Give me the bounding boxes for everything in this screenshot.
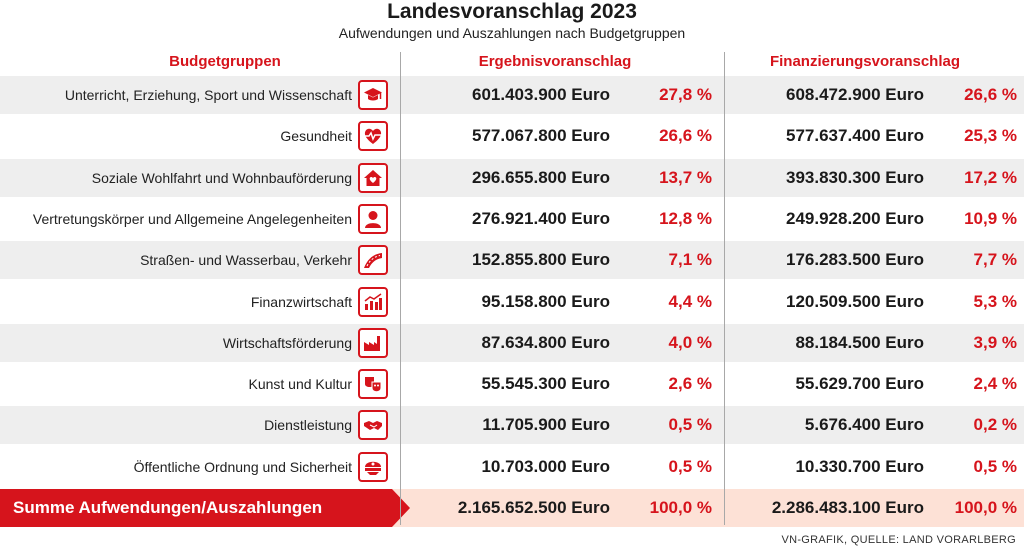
category-label: Öffentliche Ordnung und Sicherheit — [133, 458, 352, 475]
finanzierung-value: 577.637.400 Euro — [786, 126, 924, 146]
category-label: Straßen- und Wasserbau, Verkehr — [140, 252, 352, 269]
total-ergebnis-pct: 100,0 % — [649, 498, 712, 517]
ergebnis-percent: 27,8 % — [659, 85, 712, 104]
table-row: Straßen- und Wasserbau, Verkehr 152.855.8… — [0, 241, 1024, 280]
column-divider — [724, 52, 725, 525]
table-row: Wirtschaftsförderung 87.634.800 Euro 4,0 %… — [0, 323, 1024, 362]
chart-growth-icon — [358, 286, 388, 317]
finanzierung-value: 249.928.200 Euro — [786, 208, 924, 228]
finanzierung-percent: 0,2 % — [973, 415, 1017, 435]
table-row: Finanzwirtschaft 95.158.800 Euro 4,4 % 120.… — [0, 283, 1024, 321]
total-finanzierung-pct: 100,0 % — [954, 498, 1017, 517]
column-header-budgetgruppen: Budgetgruppen — [169, 53, 281, 70]
finanzierung-value: 176.283.500 Euro — [786, 250, 924, 270]
total-finanzierung-value: 2.286.483.100 Euro — [771, 498, 924, 517]
total-label-banner: Summe Aufwendungen/Auszahlungen — [0, 489, 410, 527]
finanzierung-value: 608.472.900 Euro — [786, 85, 924, 104]
table-row: Kunst und Kultur 55.545.300 Euro 2,6 % 55.6… — [0, 365, 1024, 403]
finanzierung-percent: 3,9 % — [973, 332, 1017, 352]
page-subtitle: Aufwendungen und Auszahlungen nach Budge… — [338, 25, 686, 41]
column-divider — [400, 52, 401, 525]
total-ergebnis-value: 2.165.652.500 Euro — [457, 498, 610, 517]
ergebnis-value: 87.634.800 Euro — [481, 332, 610, 352]
category-label: Vertretungskörper und Allgemeine Angeleg… — [32, 210, 352, 227]
column-header-finanzierung: Finanzierungsvoranschlag — [769, 53, 961, 70]
finanzierung-percent: 17,2 % — [964, 167, 1017, 187]
ergebnis-percent: 7,1 % — [668, 250, 712, 270]
category-label: Kunst und Kultur — [248, 376, 352, 393]
finanzierung-value: 393.830.300 Euro — [786, 167, 924, 187]
graduation-cap-icon — [358, 80, 388, 110]
ergebnis-percent: 0,5 % — [668, 415, 712, 435]
theater-masks-icon — [358, 369, 388, 400]
finanzierung-percent: 25,3 % — [964, 126, 1017, 146]
house-heart-icon — [358, 162, 388, 193]
total-label: Summe Aufwendungen/Auszahlungen — [13, 498, 323, 517]
ergebnis-value: 296.655.800 Euro — [472, 167, 610, 187]
source-credit: VN-GRAFIK, QUELLE: LAND VORARLBERG — [781, 534, 1016, 546]
column-header-ergebnis: Ergebnisvoranschlag — [478, 53, 632, 70]
ergebnis-percent: 13,7 % — [659, 167, 712, 187]
finanzierung-percent: 7,7 % — [973, 250, 1017, 270]
table-row: Dienstleistung 11.705.900 Euro 0,5 % 5.676.… — [0, 406, 1024, 445]
ergebnis-value: 601.403.900 Euro — [472, 85, 610, 104]
ergebnis-percent: 26,6 % — [659, 126, 712, 146]
ergebnis-value: 11.705.900 Euro — [482, 415, 610, 435]
finanzierung-value: 10.330.700 Euro — [795, 456, 924, 476]
ergebnis-percent: 0,5 % — [668, 456, 712, 476]
ergebnis-percent: 2,6 % — [668, 374, 712, 394]
finanzierung-percent: 5,3 % — [973, 291, 1017, 311]
ergebnis-value: 577.067.800 Euro — [472, 126, 610, 146]
handshake-icon — [358, 410, 388, 441]
finanzierung-percent: 2,4 % — [973, 374, 1017, 394]
finanzierung-percent: 26,6 % — [964, 85, 1017, 104]
table-row: Vertretungskörper und Allgemeine Angeleg… — [0, 200, 1024, 238]
ergebnis-value: 276.921.400 Euro — [472, 208, 610, 228]
category-label: Wirtschaftsförderung — [222, 334, 352, 351]
table-row: Öffentliche Ordnung und Sicherheit 10.703… — [0, 448, 1024, 486]
finanzierung-value: 55.629.700 Euro — [795, 374, 924, 394]
category-label: Gesundheit — [280, 128, 352, 145]
road-icon — [358, 245, 388, 276]
finanzierung-value: 88.184.500 Euro — [795, 332, 924, 352]
ergebnis-value: 55.545.300 Euro — [481, 374, 610, 394]
table-row: Soziale Wohlfahrt und Wohnbauförderung 29… — [0, 158, 1024, 197]
factory-icon — [358, 327, 388, 358]
table-row: Gesundheit 577.067.800 Euro 26,6 % 577.637.… — [0, 117, 1024, 155]
heart-pulse-icon — [358, 121, 388, 152]
finanzierung-percent: 0,5 % — [973, 456, 1017, 476]
finanzierung-percent: 10,9 % — [964, 208, 1017, 228]
category-label: Dienstleistung — [264, 417, 352, 434]
finanzierung-value: 5.676.400 Euro — [804, 415, 924, 435]
category-label: Unterricht, Erziehung, Sport und Wissens… — [64, 87, 352, 103]
category-label: Finanzwirtschaft — [250, 293, 352, 310]
finanzierung-value: 120.509.500 Euro — [786, 291, 924, 311]
category-label: Soziale Wohlfahrt und Wohnbauförderung — [91, 169, 352, 186]
person-icon — [358, 203, 388, 234]
ergebnis-percent: 12,8 % — [659, 208, 712, 228]
ergebnis-value: 152.855.800 Euro — [472, 250, 610, 270]
table-row: Unterricht, Erziehung, Sport und Wissens… — [0, 76, 1024, 114]
ergebnis-value: 95.158.800 Euro — [481, 291, 610, 311]
page-title: Landesvoranschlag 2023 — [387, 0, 637, 23]
total-row: Summe Aufwendungen/Auszahlungen 2.165.65… — [0, 489, 1024, 527]
ergebnis-percent: 4,4 % — [668, 291, 712, 311]
ergebnis-value: 10.703.000 Euro — [481, 456, 610, 476]
ergebnis-percent: 4,0 % — [668, 332, 712, 352]
police-cap-icon — [358, 451, 388, 482]
